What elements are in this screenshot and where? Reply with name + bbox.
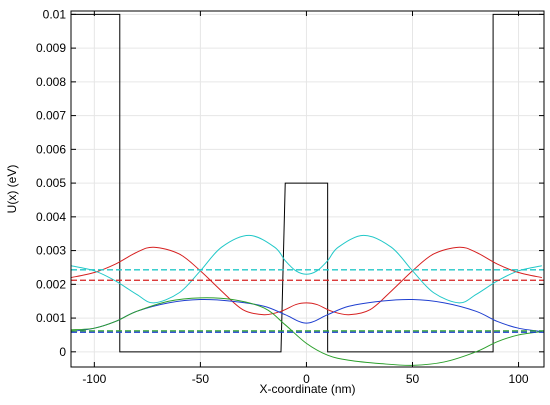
series-line-1 xyxy=(71,246,542,316)
plot-frame xyxy=(70,10,545,368)
y-tick-label: 0 xyxy=(59,345,66,359)
y-axis-label: U(x) (eV) xyxy=(5,165,19,214)
x-axis-ticks: -100 -50 0 50 100 xyxy=(82,11,529,386)
y-axis-ticks: 0 0.001 0.002 0.003 0.004 0.005 0.006 0.007 0.00… xyxy=(36,7,544,359)
y-tick-label: 0.004 xyxy=(36,210,66,224)
series-line-0 xyxy=(71,13,544,353)
x-tick-label: 100 xyxy=(509,372,529,386)
series-group xyxy=(71,13,544,366)
x-tick-label: 50 xyxy=(406,372,420,386)
y-tick-label: 0.008 xyxy=(36,75,66,89)
y-tick-label: 0.01 xyxy=(43,7,67,21)
x-tick-label: 0 xyxy=(303,372,310,386)
y-tick-label: 0.007 xyxy=(36,109,66,123)
y-tick-label: 0.001 xyxy=(36,311,66,325)
y-tick-label: 0.002 xyxy=(36,277,66,291)
y-tick-label: 0.006 xyxy=(36,142,66,156)
grid xyxy=(71,11,544,367)
y-tick-label: 0.003 xyxy=(36,244,66,258)
series-line-4 xyxy=(71,297,542,366)
y-tick-label: 0.009 xyxy=(36,41,66,55)
y-tick-label: 0.005 xyxy=(36,176,66,190)
x-tick-label: -50 xyxy=(192,372,210,386)
x-axis-label: X-coordinate (nm) xyxy=(259,382,355,396)
x-tick-label: -100 xyxy=(82,372,106,386)
series-line-2 xyxy=(71,234,542,304)
